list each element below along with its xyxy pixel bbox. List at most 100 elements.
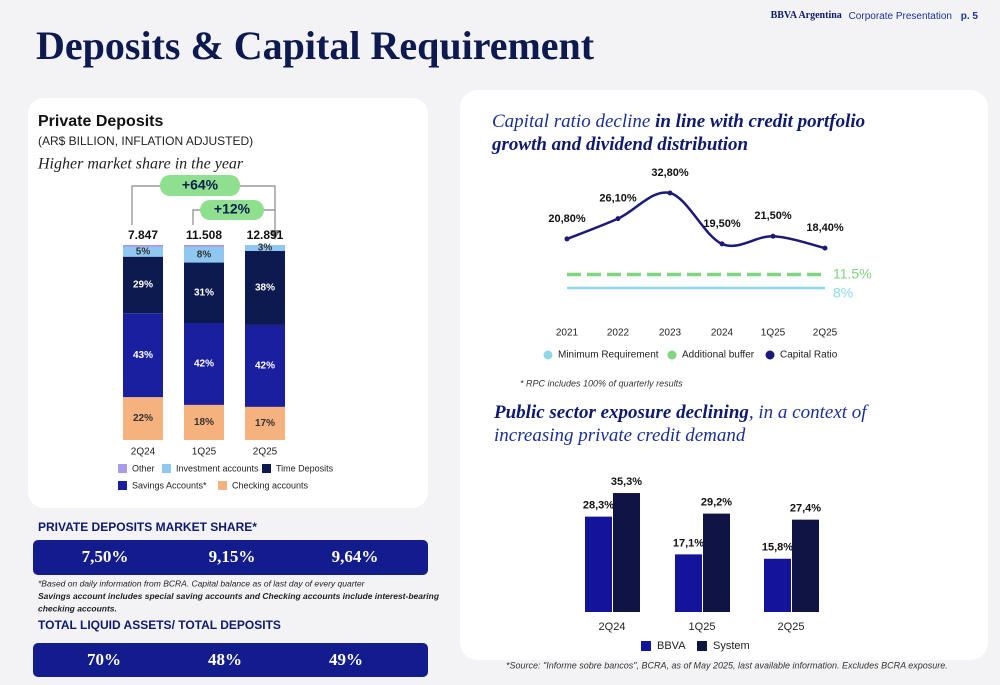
legend-swatch: [697, 641, 707, 651]
legend-label: Minimum Requirement: [558, 350, 659, 361]
bar-segment: [245, 324, 285, 407]
growth-pill: [200, 200, 264, 220]
x-tick-label: 2Q25: [778, 621, 805, 633]
legend-swatch: [667, 350, 677, 360]
point: [564, 236, 570, 242]
market-share-band: [33, 540, 428, 575]
x-tick-label: 1Q25: [761, 328, 786, 339]
legend-swatch: [765, 350, 775, 360]
point: [667, 190, 673, 196]
legend-label: Other: [132, 463, 155, 473]
total-label: 7.847: [128, 228, 158, 242]
liquid-title: TOTAL LIQUID ASSETS/ TOTAL DEPOSITS: [38, 618, 281, 632]
bar: [675, 554, 702, 612]
legend-swatch: [543, 350, 553, 360]
legend-label: Investment accounts: [176, 463, 259, 473]
title-emphasis: in line with credit portfolio growth and…: [492, 111, 866, 155]
x-tick-label: 1Q25: [689, 621, 716, 633]
x-tick-label: 2Q25: [253, 447, 278, 458]
bar: [585, 516, 612, 612]
bar-segment: [123, 397, 163, 440]
data-label: 3%: [258, 243, 273, 254]
legend-label: Time Deposits: [276, 463, 334, 473]
market-share-title: PRIVATE DEPOSITS MARKET SHARE*: [38, 520, 257, 534]
data-label: 35,3%: [611, 476, 642, 488]
bar-segment: [245, 245, 285, 251]
data-label: 31%: [194, 287, 214, 298]
legend-swatch: [162, 464, 171, 473]
chart-title: Public sector exposure declining, in a c…: [494, 401, 894, 447]
point: [719, 241, 725, 247]
bar: [613, 493, 640, 612]
x-tick-label: 2023: [659, 328, 682, 339]
data-label: 42%: [194, 359, 214, 370]
band-value: 48%: [208, 650, 242, 669]
arrow-head: [270, 230, 280, 240]
bar-segment: [123, 256, 163, 314]
footnote: Savings account includes special saving …: [38, 591, 440, 601]
data-label: 18%: [194, 417, 214, 428]
footnote: *Based on daily information from BCRA. C…: [38, 578, 366, 588]
data-label: 5%: [136, 246, 151, 257]
title: Capital ratio decline: [492, 111, 651, 132]
bar: [764, 558, 791, 612]
band-value: 7,50%: [82, 547, 129, 566]
data-label: 42%: [255, 361, 275, 372]
legend-label: System: [713, 640, 750, 652]
data-label: 17,1%: [673, 537, 704, 549]
note: * RPC includes 100% of quarterly results: [520, 378, 683, 388]
x-tick-label: 1Q25: [192, 447, 217, 458]
total-label: 11.508: [186, 228, 222, 242]
title-emphasis: Public sector exposure declining: [494, 402, 749, 423]
point: [770, 233, 776, 239]
title: , in a context of increasing private cre…: [494, 402, 867, 446]
bar-segment: [245, 250, 285, 325]
x-tick-label: 2Q25: [813, 328, 838, 339]
data-label: 29%: [133, 280, 153, 291]
data-label: 8%: [197, 249, 212, 260]
data-label: 43%: [133, 350, 153, 361]
note: *Source: "Informe sobre bancos", BCRA, a…: [506, 660, 948, 670]
bar: [792, 519, 819, 612]
growth-pill: [160, 175, 240, 196]
data-label: 17%: [255, 418, 275, 429]
page-number: p. 5: [961, 11, 979, 22]
band-value: 9,15%: [209, 547, 256, 566]
header-line: BBVA Argentina Corporate Presentation p.…: [771, 10, 979, 21]
page-title: Deposits & Capital Requirement: [36, 23, 595, 68]
point: [822, 245, 828, 251]
x-tick-label: 2021: [556, 328, 579, 339]
x-tick-label: 2Q24: [599, 621, 626, 633]
legend-label: Additional buffer: [682, 350, 755, 361]
bar-segment: [184, 323, 224, 405]
band-value: 70%: [87, 650, 121, 669]
footnote: checking accounts.: [38, 603, 117, 613]
legend-label: Savings Accounts*: [132, 480, 207, 490]
bar-segment: [184, 262, 224, 323]
x-tick-label: 2022: [607, 328, 630, 339]
bar-segment: [184, 246, 224, 263]
data-label: 29,2%: [701, 497, 732, 509]
point: [615, 216, 621, 222]
data-label: 15,8%: [762, 542, 793, 554]
legend-swatch: [641, 641, 651, 651]
data-label: 19,50%: [703, 218, 741, 230]
legend-label: Checking accounts: [232, 480, 309, 490]
section: Corporate Presentation: [849, 11, 952, 22]
brand: BBVA Argentina: [771, 10, 842, 21]
data-label: 8%: [833, 285, 853, 301]
band-value: 9,64%: [332, 547, 379, 566]
x-tick-label: 2024: [711, 328, 734, 339]
chart-title: Capital ratio decline in line with credi…: [492, 110, 892, 156]
data-label: 28,3%: [583, 500, 614, 512]
data-label: 11.5%: [833, 265, 872, 281]
legend-label: BBVA: [657, 640, 686, 652]
bar-segment: [184, 404, 224, 440]
liquid-band: [33, 643, 428, 677]
growth-label: +12%: [214, 201, 251, 217]
bar-segment: [123, 313, 163, 398]
data-label: 26,10%: [599, 193, 637, 205]
data-label: 32,80%: [651, 167, 689, 179]
